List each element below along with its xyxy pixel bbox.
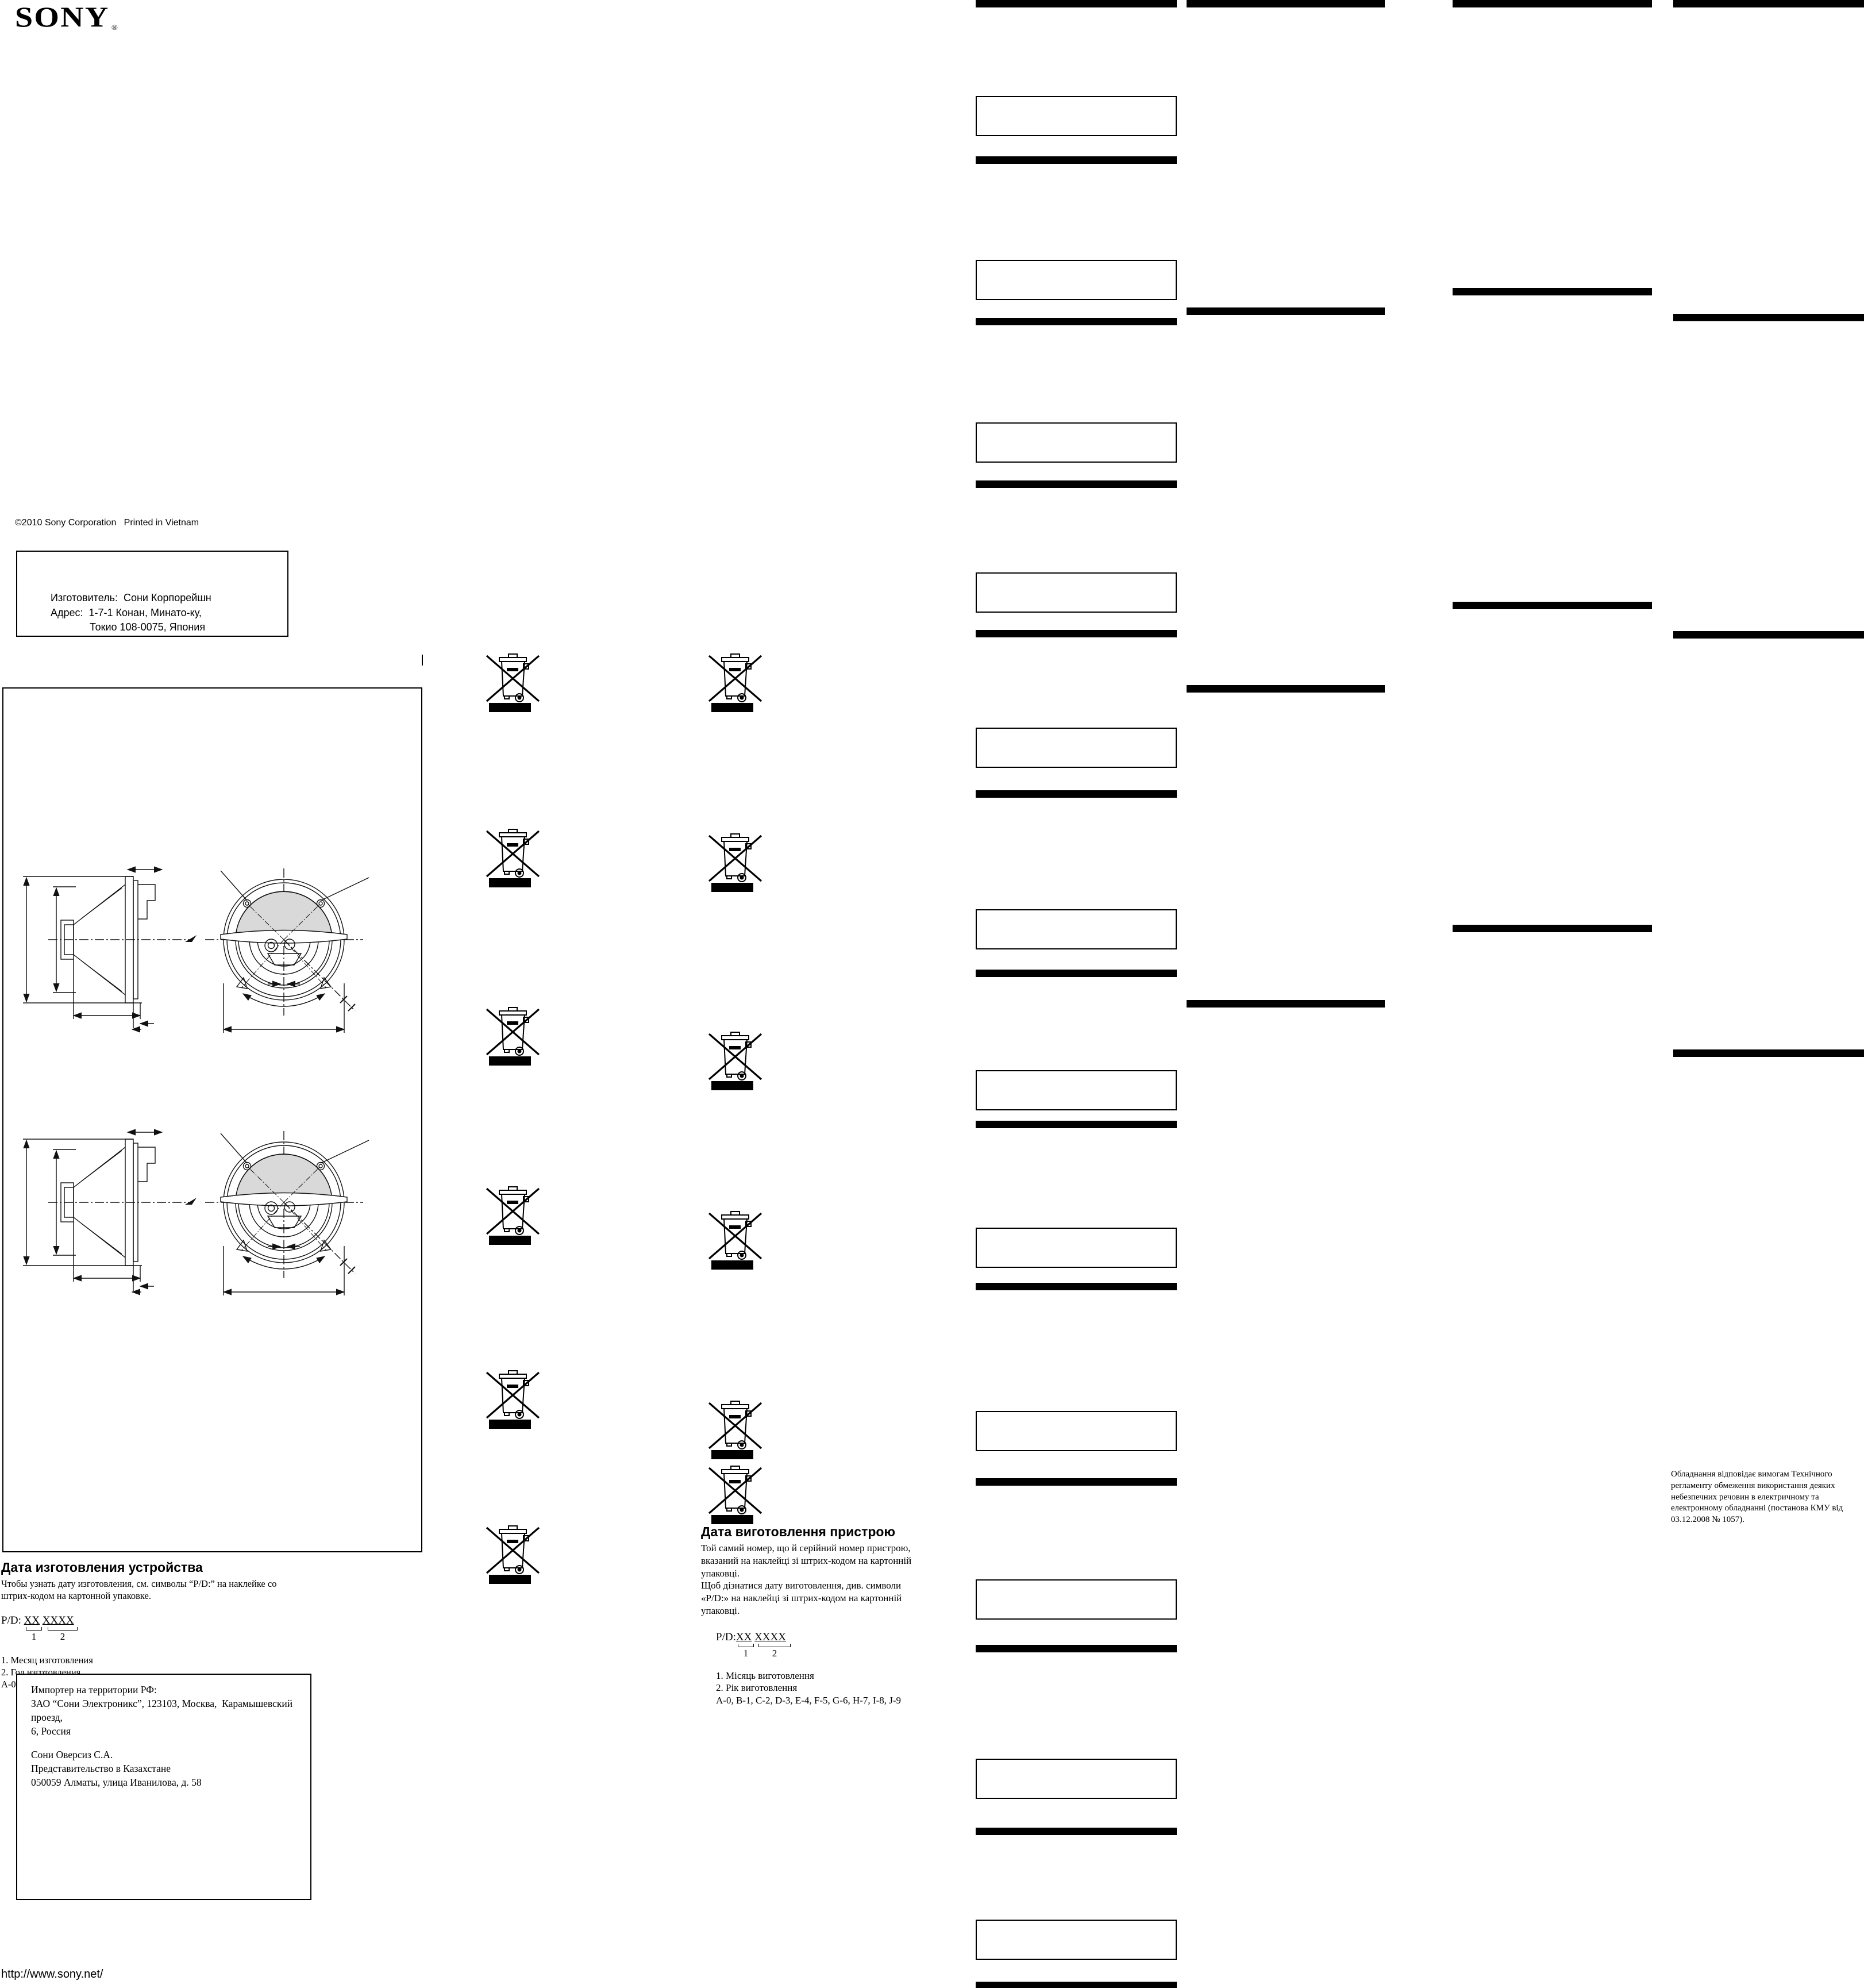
pd-year-code: XXXX — [42, 1614, 74, 1627]
pd-label: P/D: — [1, 1614, 24, 1627]
section-divider-bar — [1673, 314, 1864, 321]
importer-russia: Импортер на территории РФ: ЗАО “Сони Эле… — [31, 1684, 293, 1737]
ua-date-body: Той самий номер, що й серійний номер при… — [701, 1543, 912, 1616]
section-divider-bar — [1673, 1049, 1864, 1057]
sony-url: http://www.sony.net/ — [1, 1968, 103, 1981]
language-section-box — [976, 1579, 1177, 1620]
language-section-box — [976, 728, 1177, 768]
manufacturer-info-box — [16, 551, 288, 637]
section-divider-bar — [1673, 0, 1864, 7]
manufacture-date-block-ua: Дата виготовлення пристрою Той самий ном… — [701, 1524, 942, 1707]
ua-date-title: Дата виготовлення пристрою — [701, 1524, 896, 1539]
print-registration-tick — [422, 655, 423, 666]
weee-crossed-out-wheelie-bin-icon — [708, 1399, 762, 1459]
weee-crossed-out-wheelie-bin-icon — [486, 1006, 540, 1066]
weee-crossed-out-wheelie-bin-icon — [486, 652, 540, 712]
section-divider-bar — [976, 156, 1177, 164]
section-divider-bar — [976, 0, 1177, 7]
importer-info-box: Импортер на территории РФ: ЗАО “Сони Эле… — [16, 1674, 311, 1900]
section-divider-bar — [976, 1283, 1177, 1290]
sony-logo-text: SONY — [15, 1, 110, 33]
manufacturer-line: Изготовитель: Сони Корпорейшн — [51, 592, 211, 603]
manufacture-date-block-ru: Дата изготовления устройства Чтобы узнат… — [1, 1560, 288, 1691]
pd-brackets — [1, 1627, 288, 1631]
registered-trademark-icon: ® — [111, 23, 118, 32]
language-section-box — [976, 422, 1177, 463]
language-section-box — [976, 1228, 1177, 1268]
ru-date-title: Дата изготовления устройства — [1, 1560, 203, 1575]
pd-month-code: XX — [24, 1614, 40, 1627]
section-divider-bar — [976, 318, 1177, 325]
language-section-box — [976, 1070, 1177, 1110]
section-divider-bar — [976, 1828, 1177, 1835]
section-divider-bar — [976, 480, 1177, 488]
section-divider-bar — [976, 1478, 1177, 1486]
weee-crossed-out-wheelie-bin-icon — [486, 1369, 540, 1429]
pd-brackets — [716, 1643, 942, 1648]
address-line: Адрес: 1-7-1 Конан, Минато-ку, — [51, 606, 202, 618]
weee-crossed-out-wheelie-bin-icon — [708, 652, 762, 712]
language-section-box — [976, 1759, 1177, 1799]
weee-crossed-out-wheelie-bin-icon — [708, 1464, 762, 1524]
language-section-box — [976, 96, 1177, 136]
language-section-box — [976, 260, 1177, 300]
section-divider-bar — [1453, 0, 1652, 7]
section-divider-bar — [976, 1645, 1177, 1652]
section-divider-bar — [976, 790, 1177, 798]
speaker-dimension-drawing-top — [18, 865, 398, 1043]
dimension-drawing-box — [2, 687, 422, 1552]
weee-crossed-out-wheelie-bin-icon — [708, 1030, 762, 1090]
section-divider-bar — [1187, 1000, 1385, 1008]
ua-date-legend: 1. Місяць виготовлення 2. Рік виготовлен… — [716, 1670, 902, 1706]
section-divider-bar — [1187, 0, 1385, 7]
ru-date-body: Чтобы узнать дату изготовления, см. симв… — [1, 1578, 277, 1602]
language-section-box — [976, 1411, 1177, 1451]
section-divider-bar — [1187, 307, 1385, 315]
language-section-box — [976, 1920, 1177, 1960]
section-divider-bar — [976, 1982, 1177, 1988]
section-divider-bar — [976, 970, 1177, 977]
ua-compliance-note: Обладнання відповідає вимогам Технічного… — [1671, 1470, 1843, 1525]
weee-crossed-out-wheelie-bin-icon — [486, 1524, 540, 1584]
section-divider-bar — [976, 630, 1177, 637]
pd-label: P/D: — [716, 1631, 736, 1643]
speaker-dimension-drawing-bottom — [18, 1128, 398, 1306]
importer-kazakhstan: Сони Оверсиз С.А. Представительство в Ка… — [31, 1748, 202, 1788]
weee-crossed-out-wheelie-bin-icon — [486, 1185, 540, 1245]
copyright-line: ©2010 Sony Corporation Printed in Vietna… — [15, 518, 199, 528]
section-divider-bar — [1453, 925, 1652, 932]
weee-crossed-out-wheelie-bin-icon — [708, 1210, 762, 1270]
sony-logo: SONY ® — [15, 0, 118, 33]
section-divider-bar — [976, 1121, 1177, 1128]
address-line2: Токио 108-0075, Япония — [90, 621, 206, 633]
language-section-box — [976, 572, 1177, 613]
manufacturer-info-text: Изготовитель: Сони Корпорейшн Адрес: 1-7… — [51, 591, 211, 635]
section-divider-bar — [1187, 685, 1385, 693]
pd-month-code: XX — [735, 1631, 752, 1643]
section-divider-bar — [1453, 288, 1652, 295]
weee-crossed-out-wheelie-bin-icon — [708, 832, 762, 892]
language-section-box — [976, 909, 1177, 949]
section-divider-bar — [1673, 631, 1864, 639]
section-divider-bar — [1453, 602, 1652, 609]
weee-crossed-out-wheelie-bin-icon — [486, 828, 540, 887]
pd-year-code: XXXX — [754, 1631, 786, 1643]
